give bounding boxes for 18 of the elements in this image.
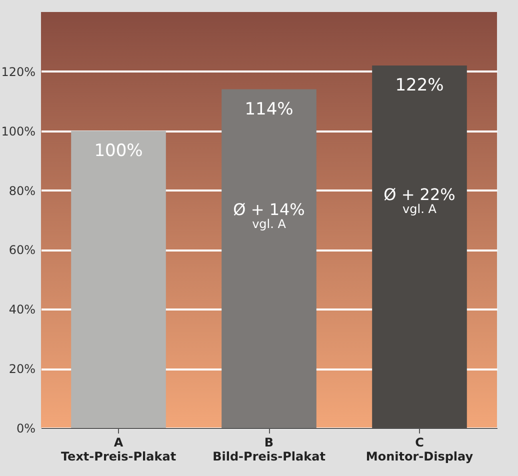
y-tick-label: 40%	[8, 302, 36, 317]
annotation: Ø + 22% vgl. A	[384, 185, 456, 216]
y-tick-label: 100%	[1, 124, 36, 138]
bar	[71, 130, 166, 428]
x-tick-label: B Bild-Preis-Plakat	[212, 436, 326, 464]
annotation: Ø + 14% vgl. A	[233, 200, 305, 231]
data-label: 100%	[94, 140, 143, 161]
y-tick-label: 60%	[8, 243, 36, 258]
data-label: 114%	[244, 99, 294, 120]
y-tick-label: 0%	[16, 422, 36, 436]
x-tick-label: A Text-Preis-Plakat	[60, 436, 176, 464]
y-tick-label: 80%	[8, 184, 36, 198]
data-label: 122%	[395, 75, 444, 96]
y-tick-label: 20%	[8, 362, 36, 376]
bar	[222, 89, 316, 428]
y-tick-label: 120%	[1, 64, 36, 79]
x-tick-label: C Monitor-Display	[366, 436, 474, 464]
bar	[372, 65, 467, 428]
